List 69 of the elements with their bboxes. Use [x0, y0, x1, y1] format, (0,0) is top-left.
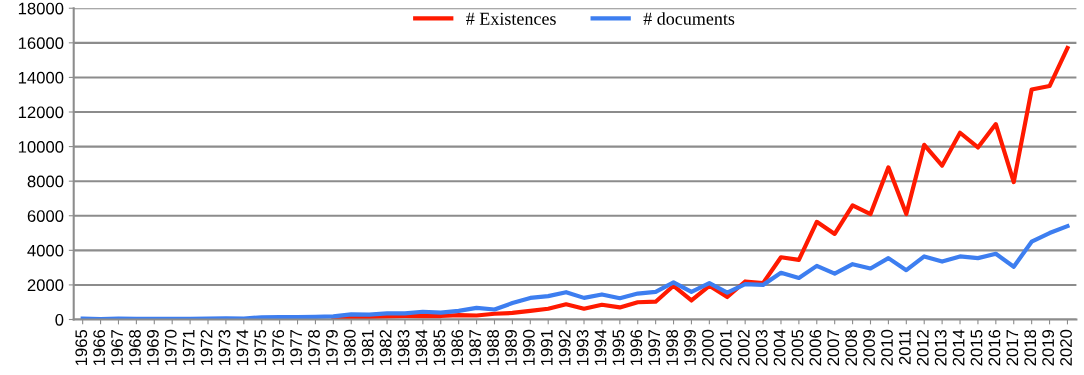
x-tick-label: 1999 [684, 330, 696, 366]
x-tick-label: 1981 [361, 330, 374, 366]
x-tick-label: 2015 [970, 329, 983, 366]
y-tick-label: 8000 [27, 175, 64, 188]
y-tick-label: 18000 [18, 2, 64, 15]
x-tick-label: 2008 [845, 329, 858, 366]
x-tick-label: 1996 [630, 329, 643, 366]
x-tick-label: 2014 [952, 329, 965, 366]
x-tick-label: 1967 [111, 330, 123, 366]
x-tick-label: 1986 [451, 329, 464, 366]
x-tick-label: 1970 [164, 329, 177, 366]
x-tick-label: 1994 [594, 329, 607, 366]
x-tick-label: 1984 [415, 329, 428, 366]
x-tick-label: 1976 [272, 329, 285, 366]
x-tick-label: 2007 [827, 330, 840, 366]
x-tick-label: 1973 [218, 329, 231, 366]
x-tick-label: 2009 [863, 330, 875, 366]
y-tick-label: 2000 [27, 279, 64, 292]
y-tick-label: 0 [55, 313, 64, 326]
x-tick-label: 2016 [988, 329, 1001, 366]
x-tick-label: 1998 [666, 329, 679, 366]
x-tick-label: 1971 [182, 330, 195, 366]
legend-label: # Existences [466, 12, 556, 25]
x-tick-label: 2001 [719, 330, 732, 366]
x-tick-label: 1988 [487, 329, 499, 366]
x-tick-label: 2000 [702, 329, 714, 366]
x-tick-label: 2003 [755, 329, 768, 366]
x-tick-label: 1992 [558, 330, 571, 366]
x-tick-label: 2011 [898, 330, 911, 365]
x-tick-label: 2017 [1006, 330, 1019, 366]
x-tick-label: 1969 [146, 330, 159, 366]
x-tick-label: 1985 [433, 329, 446, 366]
x-tick-label: 2010 [881, 329, 893, 366]
y-tick-label: 16000 [18, 37, 64, 50]
x-tick-label: 1978 [308, 329, 320, 366]
x-tick-label: 1965 [75, 329, 88, 366]
x-tick-label: 1975 [254, 329, 267, 366]
x-tick-label: 2002 [737, 330, 750, 366]
x-tick-label: 2013 [934, 329, 947, 366]
x-tick-label: 1980 [343, 329, 356, 366]
x-tick-label: 1982 [379, 330, 392, 366]
y-tick-label: 10000 [18, 140, 64, 153]
x-tick-label: 2020 [1060, 329, 1072, 366]
x-tick-label: 2019 [1042, 330, 1055, 366]
x-tick-label: 2004 [773, 329, 786, 366]
x-tick-label: 1991 [540, 330, 553, 366]
x-tick-label: 1997 [648, 330, 661, 366]
x-tick-label: 2005 [791, 329, 804, 366]
x-tick-label: 1972 [200, 330, 213, 366]
x-tick-label: 1968 [129, 329, 141, 366]
line-series [80, 224, 1070, 320]
x-tick-label: 1990 [522, 329, 535, 366]
x-tick-label: 1966 [93, 329, 106, 366]
x-tick-label: 1977 [290, 330, 302, 366]
legend-label: # documents [643, 12, 735, 25]
x-tick-label: 1979 [326, 330, 338, 366]
x-tick-label: 1974 [236, 329, 249, 366]
x-tick-label: 1987 [469, 330, 482, 366]
x-tick-label: 2012 [916, 330, 929, 366]
x-tick-label: 2018 [1024, 329, 1037, 366]
y-tick-label: 6000 [27, 210, 64, 222]
x-tick-label: 2006 [809, 329, 822, 366]
x-tick-label: 1983 [397, 329, 410, 366]
x-tick-label: 1995 [612, 329, 625, 366]
y-tick-label: 12000 [18, 106, 64, 119]
y-tick-label: 14000 [18, 71, 64, 84]
x-tick-label: 1989 [505, 330, 517, 366]
y-tick-label: 4000 [27, 244, 64, 257]
x-tick-label: 1993 [576, 329, 589, 366]
